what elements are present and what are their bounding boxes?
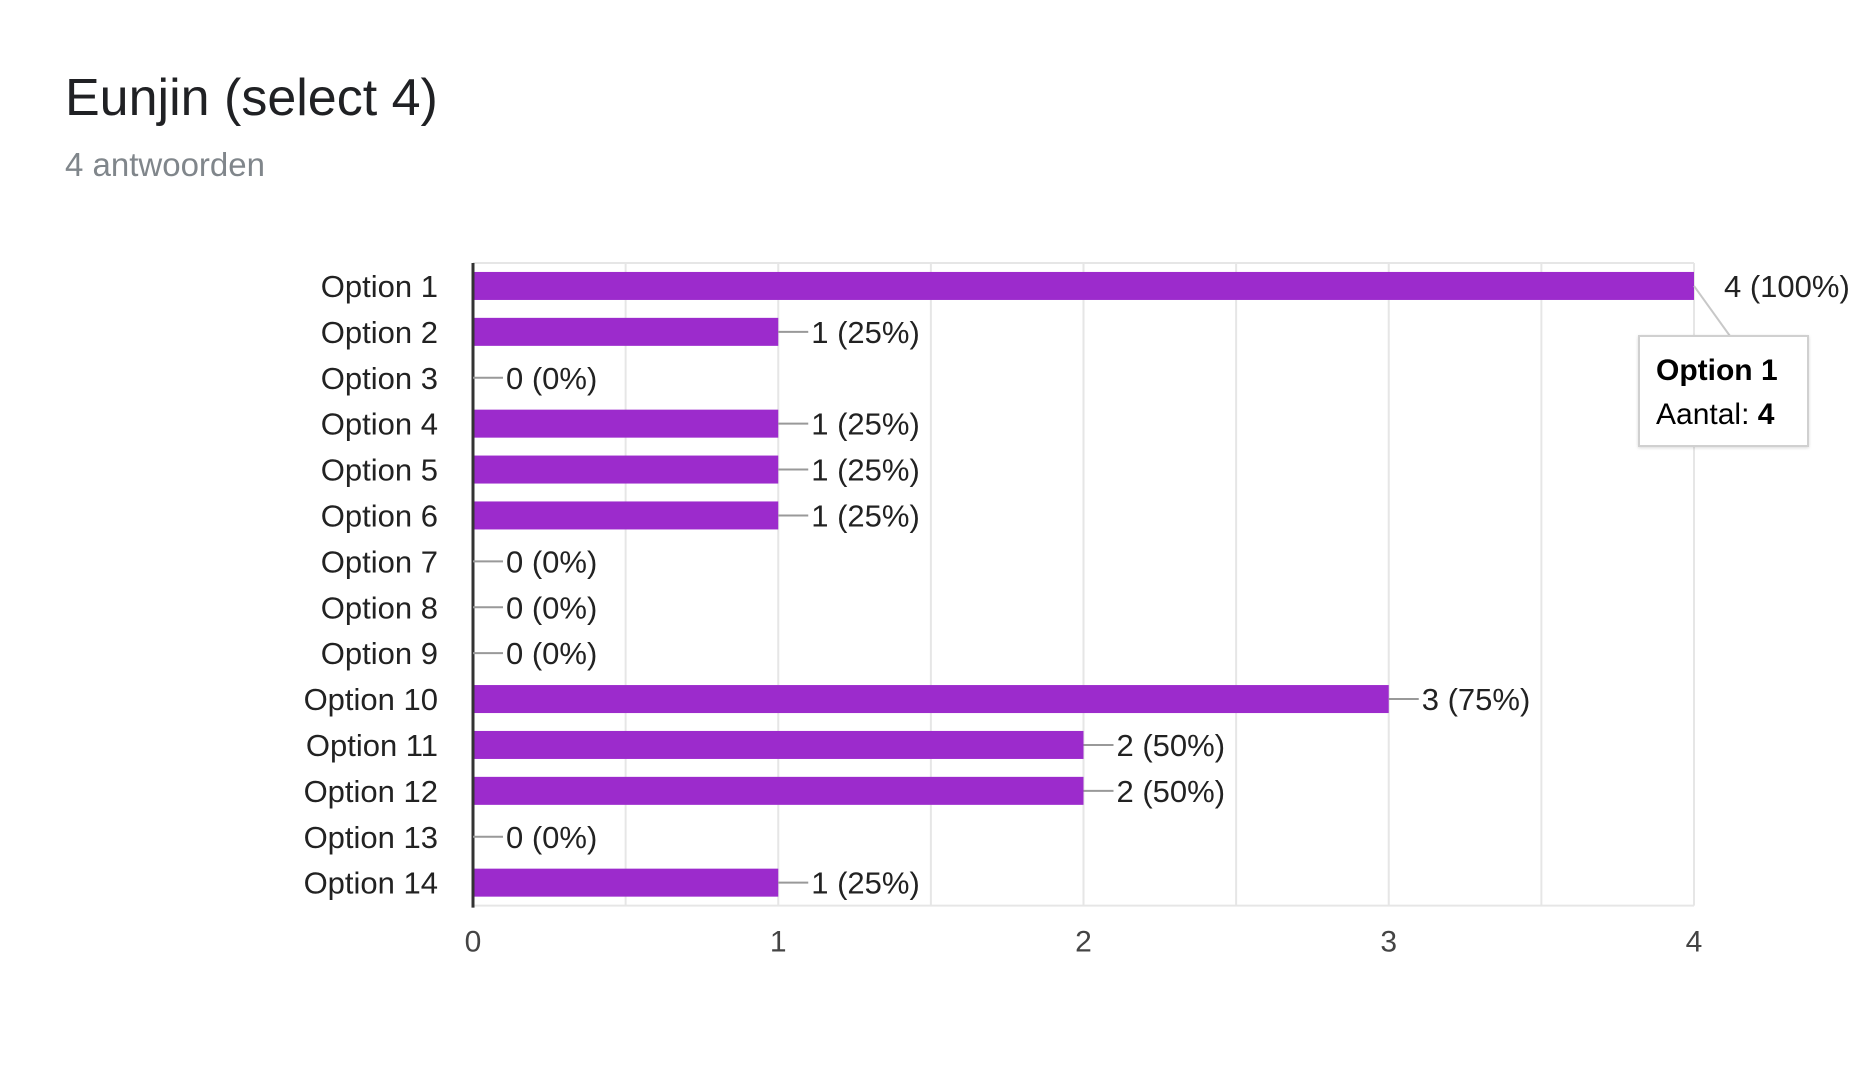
category-label: Option 13 — [304, 820, 438, 855]
category-label: Option 3 — [321, 361, 438, 396]
value-label: 0 (0%) — [506, 636, 597, 671]
bar — [473, 501, 779, 530]
category-label: Option 10 — [304, 682, 438, 717]
category-label: Option 1 — [321, 269, 438, 304]
category-label: Option 4 — [321, 407, 438, 442]
value-label: 0 (0%) — [506, 544, 597, 579]
x-tick-label: 3 — [1380, 926, 1397, 959]
page-title: Eunjin (select 4) — [65, 69, 438, 127]
bar — [473, 730, 1084, 759]
x-tick-label: 4 — [1686, 926, 1703, 959]
value-label: 3 (75%) — [1422, 682, 1531, 717]
value-label: 0 (0%) — [506, 590, 597, 625]
bar-tooltip: Option 1 Aantal: 4 — [1638, 335, 1809, 447]
value-label: 4 (100%) — [1724, 269, 1850, 304]
category-label: Option 7 — [321, 544, 438, 579]
value-label: 1 (25%) — [811, 407, 920, 442]
bar — [473, 317, 779, 346]
tooltip-count-label: Aantal: — [1656, 398, 1750, 431]
category-label: Option 14 — [304, 866, 438, 901]
bar — [473, 409, 779, 438]
category-label: Option 12 — [304, 774, 438, 809]
bar — [473, 271, 1694, 300]
category-label: Option 9 — [321, 636, 438, 671]
category-label: Option 6 — [321, 498, 438, 533]
value-label: 1 (25%) — [811, 866, 920, 901]
tooltip-count: Aantal: 4 — [1656, 393, 1791, 437]
bar — [473, 455, 779, 484]
bars — [473, 271, 1694, 897]
value-label: 1 (25%) — [811, 453, 920, 488]
x-tick-label: 2 — [1075, 926, 1092, 959]
bar — [473, 868, 779, 897]
value-label: 2 (50%) — [1117, 728, 1226, 763]
category-label: Option 2 — [321, 315, 438, 350]
tooltip-count-value: 4 — [1757, 398, 1775, 431]
x-tick-label: 0 — [465, 926, 482, 959]
value-label: 0 (0%) — [506, 820, 597, 855]
bar — [473, 685, 1389, 714]
value-label: 1 (25%) — [811, 498, 920, 533]
tooltip-category: Option 1 — [1656, 354, 1778, 387]
x-tick-label: 1 — [770, 926, 787, 959]
labels: 0 1 2 3 4 Option 1 4 (100%) Option 2 1 (25%) Opti… — [304, 269, 1850, 959]
category-label: Option 5 — [321, 453, 438, 488]
category-label: Option 11 — [306, 728, 438, 763]
grid-lines — [472, 262, 1695, 907]
response-count: 4 antwoorden — [65, 146, 265, 183]
value-label: 1 (25%) — [811, 315, 920, 350]
bar — [473, 776, 1084, 805]
value-label: 2 (50%) — [1117, 774, 1226, 809]
category-label: Option 8 — [321, 590, 438, 625]
value-label: 0 (0%) — [506, 361, 597, 396]
